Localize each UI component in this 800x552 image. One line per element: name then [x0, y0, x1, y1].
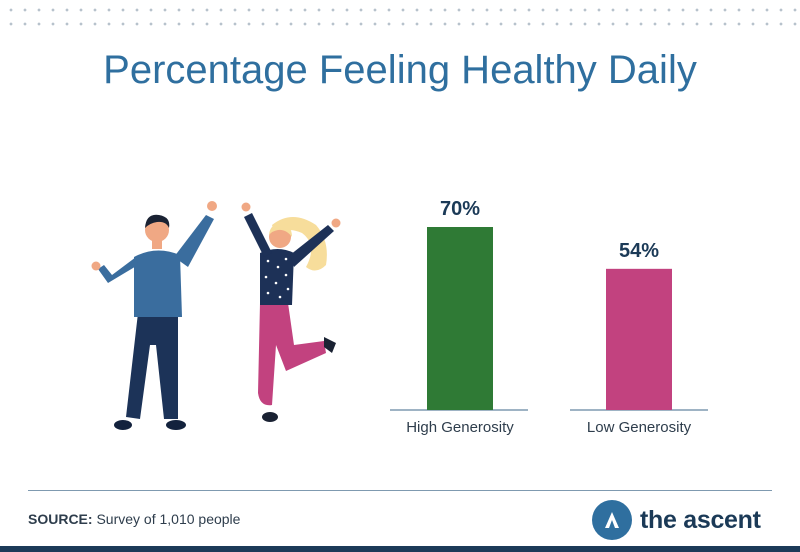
ascent-logo-icon [592, 500, 632, 540]
category-label-high-generosity: High Generosity [406, 419, 514, 436]
dot-pattern-header [0, 0, 800, 30]
category-label-low-generosity: Low Generosity [587, 419, 692, 436]
brand-name: the ascent [640, 505, 761, 534]
source-note: SOURCE: Survey of 1,010 people [28, 511, 240, 527]
bar-low-generosity [606, 268, 672, 410]
source-label: SOURCE: [28, 511, 93, 527]
bottom-accent-bar [0, 546, 800, 552]
data-label-low-generosity: 54% [619, 240, 659, 262]
woman-figure [241, 202, 341, 422]
bar-high-generosity [427, 227, 493, 410]
man-figure [91, 201, 217, 430]
brand-logo: the ascent [592, 498, 761, 542]
source-text: Survey of 1,010 people [96, 511, 241, 527]
bar-chart: 70% High Generosity 54% Low Generosity [390, 198, 708, 436]
chart-title: Percentage Feeling Healthy Daily [103, 48, 697, 92]
data-label-high-generosity: 70% [440, 198, 480, 220]
celebrating-people-illustration [91, 201, 341, 430]
footer-divider [28, 490, 772, 491]
